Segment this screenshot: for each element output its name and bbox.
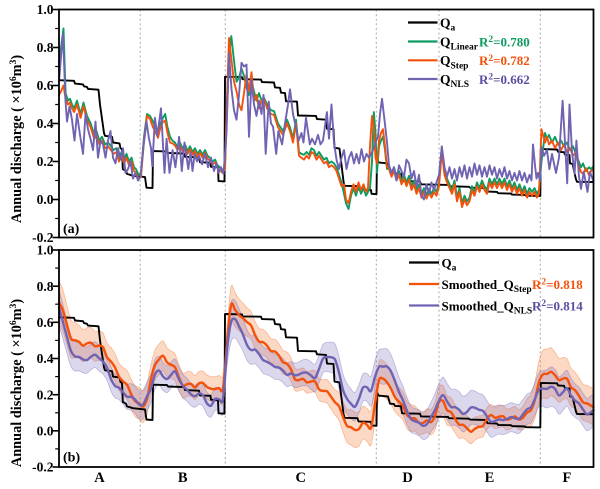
svg-text:0.8: 0.8 <box>37 279 54 294</box>
svg-text:C: C <box>296 470 306 486</box>
svg-text:A: A <box>94 470 105 486</box>
svg-text:1.0: 1.0 <box>37 243 54 258</box>
svg-text:0.4: 0.4 <box>37 351 54 366</box>
svg-text:Annual discharge ( ×106m3): Annual discharge ( ×106m3) <box>9 299 25 467</box>
svg-text:0.2: 0.2 <box>37 154 54 169</box>
svg-text:0.2: 0.2 <box>37 387 54 402</box>
svg-text:0.6: 0.6 <box>37 78 54 93</box>
svg-text:Smoothed_QNLS: Smoothed_QNLS <box>442 298 533 316</box>
svg-text:-0.2: -0.2 <box>32 460 54 475</box>
svg-text:1.0: 1.0 <box>37 2 54 17</box>
svg-text:0.4: 0.4 <box>37 116 54 131</box>
svg-text:E: E <box>485 470 495 486</box>
svg-text:R2=0.662: R2=0.662 <box>479 72 530 87</box>
svg-text:(a): (a) <box>63 222 80 237</box>
svg-text:Smoothed_QStep: Smoothed_QStep <box>442 277 532 295</box>
svg-text:-0.2: -0.2 <box>32 230 54 245</box>
svg-text:D: D <box>402 470 412 486</box>
svg-text:0.0: 0.0 <box>37 424 54 439</box>
svg-text:B: B <box>178 470 188 486</box>
svg-text:0.6: 0.6 <box>37 315 54 330</box>
svg-text:R2=0.780: R2=0.780 <box>479 34 530 49</box>
svg-text:F: F <box>562 470 571 486</box>
svg-text:0.0: 0.0 <box>37 192 54 207</box>
svg-text:0.8: 0.8 <box>37 40 54 55</box>
svg-text:R2=0.818: R2=0.818 <box>532 277 583 292</box>
svg-text:(b): (b) <box>63 451 80 466</box>
svg-text:R2=0.782: R2=0.782 <box>479 53 530 68</box>
svg-text:R2=0.814: R2=0.814 <box>532 298 583 313</box>
svg-text:Annual discharge ( ×106m3): Annual discharge ( ×106m3) <box>9 55 25 223</box>
